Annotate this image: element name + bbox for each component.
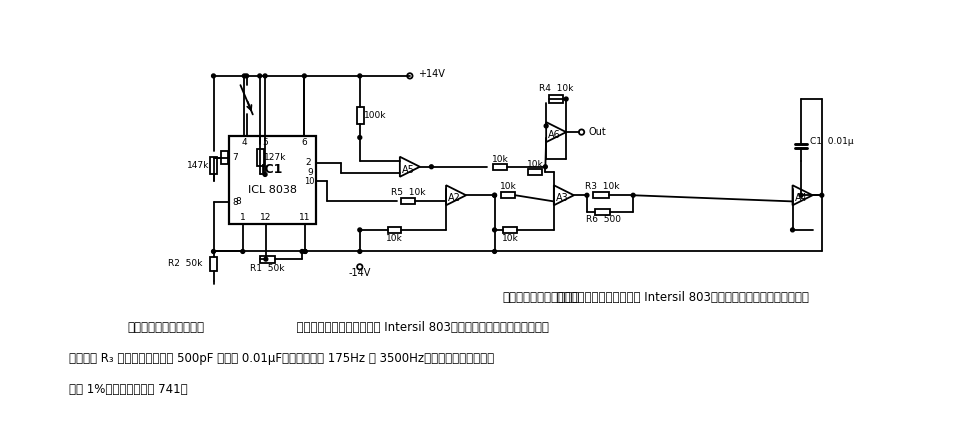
Text: R3  10k: R3 10k [585,182,619,191]
Text: R1  50k: R1 50k [250,264,284,273]
Text: 4: 4 [241,138,247,147]
Text: C1  0.01μ: C1 0.01μ [810,137,854,146]
Circle shape [303,74,307,78]
Text: 12: 12 [260,213,271,222]
Text: 2: 2 [306,158,311,167]
Text: +14V: +14V [418,70,445,79]
Circle shape [493,249,497,253]
Circle shape [820,193,824,197]
Bar [260,256,275,263]
Text: 模拟调谐电容器振荡电路: 模拟调谐电容器振荡电路 [127,321,205,334]
Text: 9: 9 [307,168,313,176]
Bar [211,257,218,271]
Circle shape [212,249,216,253]
Text: 100k: 100k [365,111,387,121]
Text: 10k: 10k [492,154,509,164]
Circle shape [212,74,216,78]
Circle shape [358,74,362,78]
Text: A4: A4 [795,193,808,203]
Bar [502,192,515,198]
Bar [221,151,228,164]
Polygon shape [793,185,812,205]
Bar [211,157,218,174]
Text: 5: 5 [263,138,268,147]
Text: A3: A3 [556,193,568,203]
Bar [503,227,516,233]
Circle shape [585,193,589,197]
Circle shape [303,249,307,253]
Polygon shape [446,185,466,205]
Text: 147k: 147k [186,161,209,170]
Circle shape [544,165,547,169]
Bar [257,149,264,166]
Text: 127k: 127k [265,153,287,162]
Polygon shape [554,185,574,205]
Text: 11: 11 [299,213,311,222]
Circle shape [564,97,568,101]
Text: A6: A6 [548,130,561,140]
Text: A2: A2 [448,193,461,203]
Circle shape [358,228,362,232]
Text: R4  10k: R4 10k [539,84,573,93]
Bar [387,227,402,233]
Circle shape [358,249,362,253]
Text: 模拟调谐电容器振荡电路: 模拟调谐电容器振荡电路 [503,291,579,304]
Text: R6  500: R6 500 [586,216,621,224]
Text: ICL 8038: ICL 8038 [248,185,297,195]
Text: R2  50k: R2 50k [168,259,202,268]
Circle shape [493,193,497,197]
Text: 成。调节 R₃ 可使等效电容値从 500pF 变化到 0.01μF，振荡频率从 175Hz 到 3500Hz。整个频率范围内失真: 成。调节 R₃ 可使等效电容値从 500pF 变化到 0.01μF，振荡频率从 … [69,352,494,365]
Text: 10k: 10k [386,234,403,243]
Bar [229,136,316,224]
Text: 8: 8 [232,198,238,207]
Bar [402,198,416,205]
Text: 6: 6 [302,138,308,147]
Text: 小于 1%。所有运放采用 741。: 小于 1%。所有运放采用 741。 [69,383,187,396]
Text: 此电路由可变频正弦振荡器 Intersil 803、模拟电容电路以及输出电路组: 此电路由可变频正弦振荡器 Intersil 803、模拟电容电路以及输出电路组 [549,291,808,304]
Text: R5  10k: R5 10k [391,188,425,198]
Circle shape [799,193,803,197]
Bar [357,107,364,125]
Bar [493,164,507,170]
Bar [595,209,611,215]
Circle shape [303,249,307,253]
Bar [528,169,542,175]
Text: -14V: -14V [349,268,371,278]
Polygon shape [546,122,566,142]
Circle shape [264,74,267,78]
Text: IC1: IC1 [262,163,283,176]
Text: 7: 7 [232,153,238,162]
Bar [593,192,609,198]
Circle shape [241,249,245,253]
Text: 10: 10 [305,177,315,186]
Text: 10k: 10k [527,160,544,169]
Bar [549,95,564,103]
Circle shape [631,193,635,197]
Circle shape [791,228,795,232]
Circle shape [429,165,433,169]
Text: 此电路由可变频正弦振荡器 Intersil 803、模拟电容电路以及输出电路组: 此电路由可变频正弦振荡器 Intersil 803、模拟电容电路以及输出电路组 [289,321,549,334]
Text: 10k: 10k [502,234,518,243]
Text: 1: 1 [240,213,246,222]
Text: 10k: 10k [500,182,516,191]
Circle shape [264,172,267,176]
Circle shape [258,74,262,78]
Polygon shape [400,157,419,177]
Circle shape [264,257,268,261]
Circle shape [544,124,548,128]
Circle shape [300,249,304,253]
Circle shape [242,74,246,78]
Text: Out: Out [588,127,607,137]
Circle shape [493,228,497,232]
Text: 8: 8 [235,197,241,206]
Circle shape [493,193,497,197]
Circle shape [245,74,249,78]
Circle shape [358,136,362,139]
Text: A5: A5 [402,165,415,175]
